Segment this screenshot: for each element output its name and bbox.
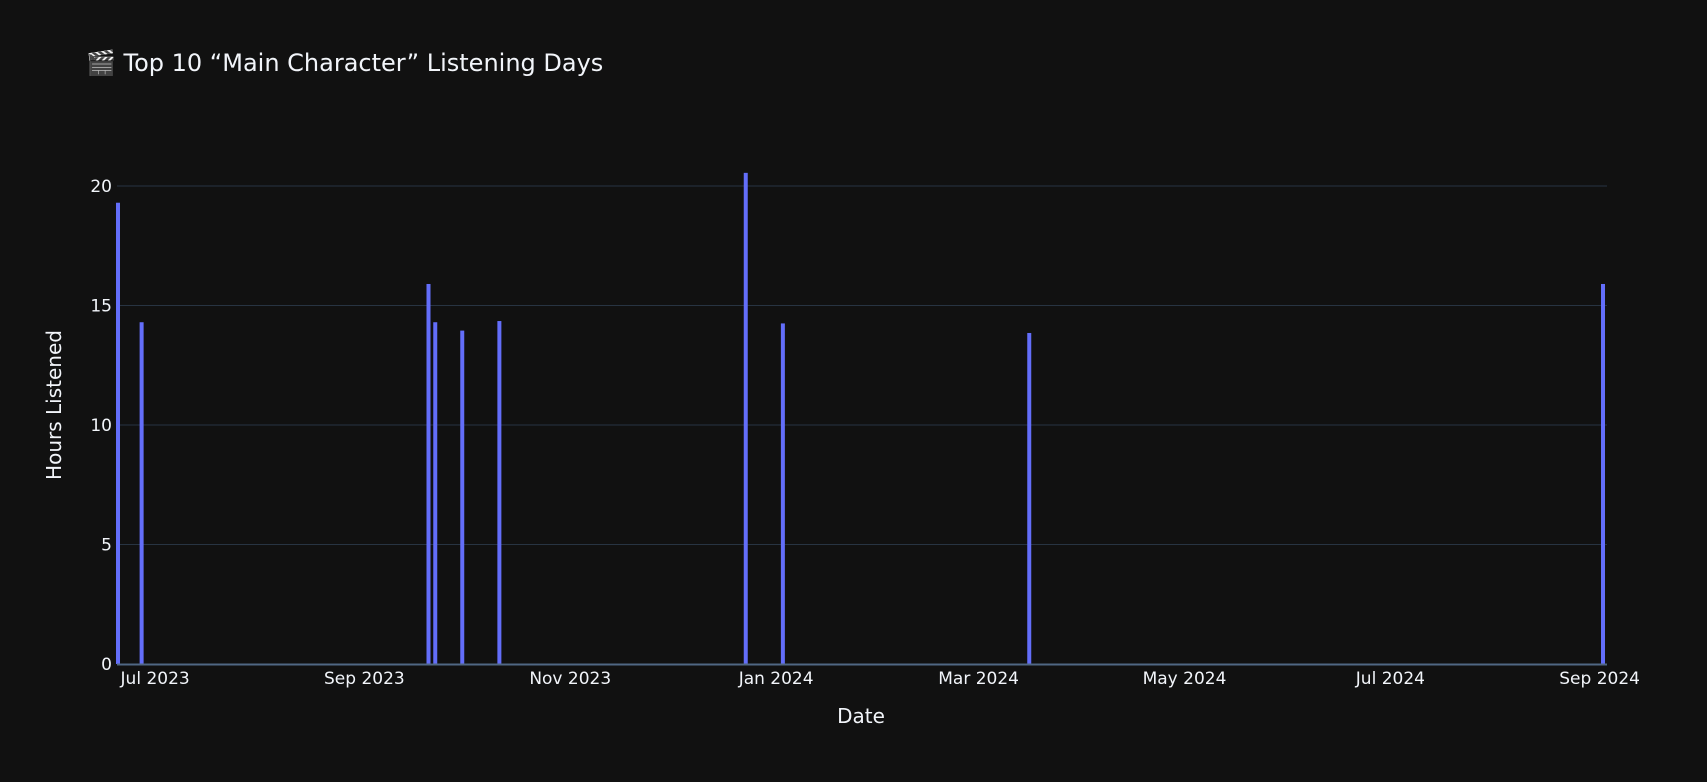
bar bbox=[116, 202, 120, 665]
bars bbox=[116, 172, 1605, 665]
bar bbox=[497, 321, 502, 664]
bar bbox=[433, 322, 438, 664]
bar bbox=[460, 330, 465, 664]
bar bbox=[1027, 332, 1032, 664]
x-tick-label: Mar 2024 bbox=[938, 669, 1019, 689]
bar bbox=[1601, 283, 1605, 664]
y-axis-title: Hours Listened bbox=[42, 330, 66, 480]
x-tick-label: May 2024 bbox=[1143, 669, 1227, 689]
y-tick-label: 0 bbox=[101, 655, 112, 675]
x-tick-label: Sep 2024 bbox=[1559, 669, 1640, 689]
y-tick-label: 15 bbox=[90, 297, 112, 317]
y-tick-label: 20 bbox=[90, 177, 112, 197]
chart-title: 🎬 Top 10 “Main Character” Listening Days bbox=[86, 49, 603, 77]
x-tick-label: Nov 2023 bbox=[529, 669, 611, 689]
y-axis-ticks: 0 5 10 15 20 bbox=[90, 177, 112, 675]
bar bbox=[780, 323, 785, 664]
bar bbox=[426, 283, 431, 664]
x-tick-label: Jul 2024 bbox=[1355, 669, 1425, 689]
y-tick-label: 5 bbox=[101, 536, 112, 556]
bar bbox=[743, 172, 748, 665]
x-axis-title: Date bbox=[837, 704, 885, 728]
x-axis-ticks: Jul 2023 Sep 2023 Nov 2023 Jan 2024 Mar 2024… bbox=[120, 669, 1640, 689]
x-tick-label: Sep 2023 bbox=[324, 669, 405, 689]
y-tick-label: 10 bbox=[90, 416, 112, 436]
x-tick-label: Jan 2024 bbox=[738, 669, 814, 689]
bar bbox=[139, 322, 144, 664]
gridlines bbox=[117, 185, 1607, 545]
x-tick-label: Jul 2023 bbox=[120, 669, 190, 689]
